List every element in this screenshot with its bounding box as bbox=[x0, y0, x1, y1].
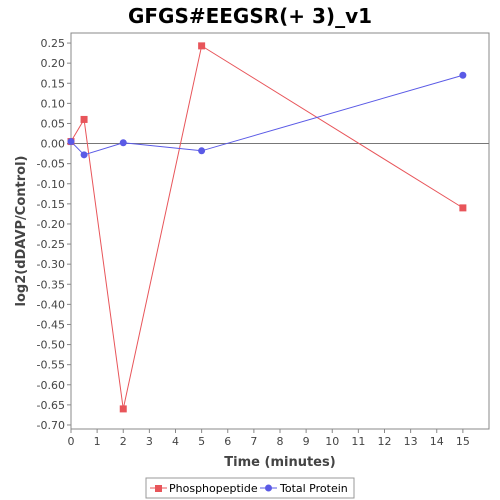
x-tick-label: 0 bbox=[68, 435, 75, 448]
x-tick-label: 10 bbox=[325, 435, 339, 448]
y-tick-label: -0.30 bbox=[37, 258, 65, 271]
series-total-protein bbox=[67, 71, 467, 159]
data-point bbox=[198, 147, 206, 155]
legend-item-phosphopeptide: Phosphopeptide bbox=[150, 482, 258, 495]
data-point bbox=[459, 71, 467, 79]
y-tick-label: 0.00 bbox=[41, 138, 66, 151]
legend-marker-phosphopeptide bbox=[155, 485, 162, 492]
x-tick-label: 9 bbox=[303, 435, 310, 448]
legend-item-total-protein: Total Protein bbox=[260, 482, 348, 495]
y-tick-label: -0.55 bbox=[37, 359, 65, 372]
x-tick-label: 14 bbox=[430, 435, 444, 448]
data-point bbox=[119, 139, 127, 147]
y-tick-label: 0.20 bbox=[41, 57, 66, 70]
legend-marker-total-protein bbox=[265, 484, 272, 492]
x-tick-label: 11 bbox=[351, 435, 365, 448]
x-tick-label: 4 bbox=[172, 435, 179, 448]
legend: Phosphopeptide Total Protein bbox=[145, 477, 355, 499]
y-tick-label: -0.25 bbox=[37, 238, 65, 251]
y-axis: 0.25 0.20 0.15 0.10 0.05 0.00 -0.05 -0.10 -0.15 -… bbox=[37, 37, 71, 432]
data-point bbox=[119, 405, 127, 413]
x-tick-label: 13 bbox=[404, 435, 418, 448]
legend-label-phosphopeptide: Phosphopeptide bbox=[169, 482, 258, 495]
y-tick-label: -0.50 bbox=[37, 339, 65, 352]
x-tick-label: 6 bbox=[224, 435, 231, 448]
x-tick-label: 1 bbox=[94, 435, 101, 448]
y-tick-label: 0.15 bbox=[41, 77, 66, 90]
y-tick-label: 0.05 bbox=[41, 117, 66, 130]
y-tick-label: -0.10 bbox=[37, 178, 65, 191]
y-tick-label: -0.35 bbox=[37, 278, 65, 291]
y-tick-label: -0.15 bbox=[37, 198, 65, 211]
x-tick-label: 15 bbox=[456, 435, 470, 448]
y-tick-label: 0.10 bbox=[41, 97, 66, 110]
y-tick-label: 0.25 bbox=[41, 37, 66, 50]
x-tick-label: 8 bbox=[277, 435, 284, 448]
data-point bbox=[459, 204, 467, 212]
x-tick-label: 7 bbox=[250, 435, 257, 448]
legend-box bbox=[145, 477, 355, 499]
data-point bbox=[80, 151, 88, 159]
y-tick-label: -0.60 bbox=[37, 379, 65, 392]
x-axis-label: Time (minutes) bbox=[224, 455, 335, 470]
y-tick-label: -0.65 bbox=[37, 399, 65, 412]
series-layer bbox=[67, 42, 467, 413]
y-tick-label: -0.45 bbox=[37, 318, 65, 331]
data-point bbox=[80, 115, 88, 123]
data-point bbox=[198, 42, 206, 50]
legend-label-total-protein: Total Protein bbox=[279, 482, 348, 495]
y-tick-label: -0.70 bbox=[37, 419, 65, 432]
plot-area bbox=[70, 32, 490, 430]
x-tick-label: 12 bbox=[378, 435, 392, 448]
x-axis: 0 1 2 3 4 5 6 7 8 9 10 11 12 13 14 15 bbox=[68, 429, 470, 448]
y-tick-label: -0.40 bbox=[37, 298, 65, 311]
x-tick-label: 3 bbox=[146, 435, 153, 448]
chart-title: GFGS#EEGSR(+ 3)_v1 bbox=[128, 4, 372, 28]
x-tick-label: 5 bbox=[198, 435, 205, 448]
y-axis-label: log2(dDAVP/Control) bbox=[14, 156, 29, 307]
x-tick-label: 2 bbox=[120, 435, 127, 448]
y-tick-label: -0.05 bbox=[37, 158, 65, 171]
data-point bbox=[67, 138, 75, 146]
y-tick-label: -0.20 bbox=[37, 218, 65, 231]
